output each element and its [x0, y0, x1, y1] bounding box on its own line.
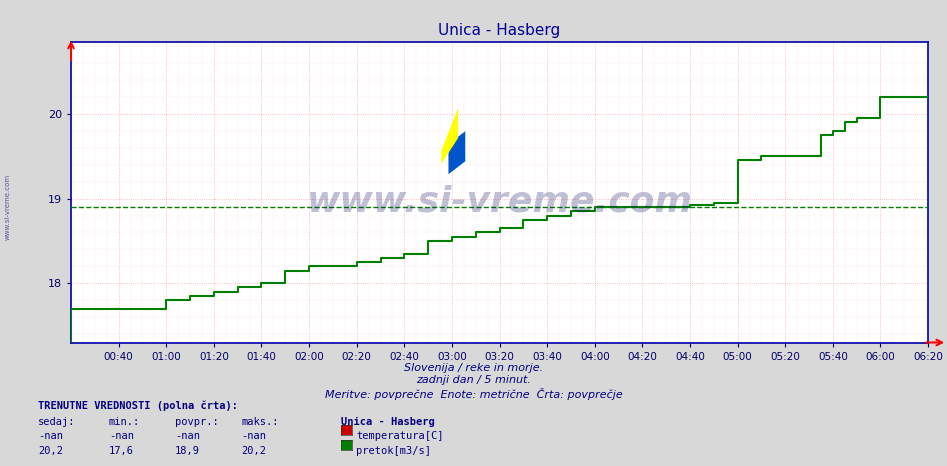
Text: 18,9: 18,9	[175, 446, 200, 456]
Text: 20,2: 20,2	[38, 446, 63, 456]
Text: -nan: -nan	[109, 431, 134, 441]
Text: www.si-vreme.com: www.si-vreme.com	[307, 184, 692, 218]
Text: Slovenija / reke in morje.: Slovenija / reke in morje.	[404, 363, 543, 372]
Text: 17,6: 17,6	[109, 446, 134, 456]
Text: pretok[m3/s]: pretok[m3/s]	[356, 446, 431, 456]
Polygon shape	[449, 131, 465, 174]
Text: min.:: min.:	[109, 417, 140, 427]
Text: -nan: -nan	[241, 431, 266, 441]
Text: povpr.:: povpr.:	[175, 417, 219, 427]
Title: Unica - Hasberg: Unica - Hasberg	[438, 23, 561, 38]
Text: -nan: -nan	[38, 431, 63, 441]
Text: sedaj:: sedaj:	[38, 417, 76, 427]
Text: 20,2: 20,2	[241, 446, 266, 456]
Text: TRENUTNE VREDNOSTI (polna črta):: TRENUTNE VREDNOSTI (polna črta):	[38, 401, 238, 411]
Text: -nan: -nan	[175, 431, 200, 441]
Text: Meritve: povprečne  Enote: metrične  Črta: povprečje: Meritve: povprečne Enote: metrične Črta:…	[325, 388, 622, 400]
Polygon shape	[441, 108, 458, 164]
Text: Unica - Hasberg: Unica - Hasberg	[341, 417, 435, 427]
Text: zadnji dan / 5 minut.: zadnji dan / 5 minut.	[416, 375, 531, 385]
Text: www.si-vreme.com: www.si-vreme.com	[5, 174, 10, 240]
Text: maks.:: maks.:	[241, 417, 279, 427]
Text: temperatura[C]: temperatura[C]	[356, 431, 443, 441]
